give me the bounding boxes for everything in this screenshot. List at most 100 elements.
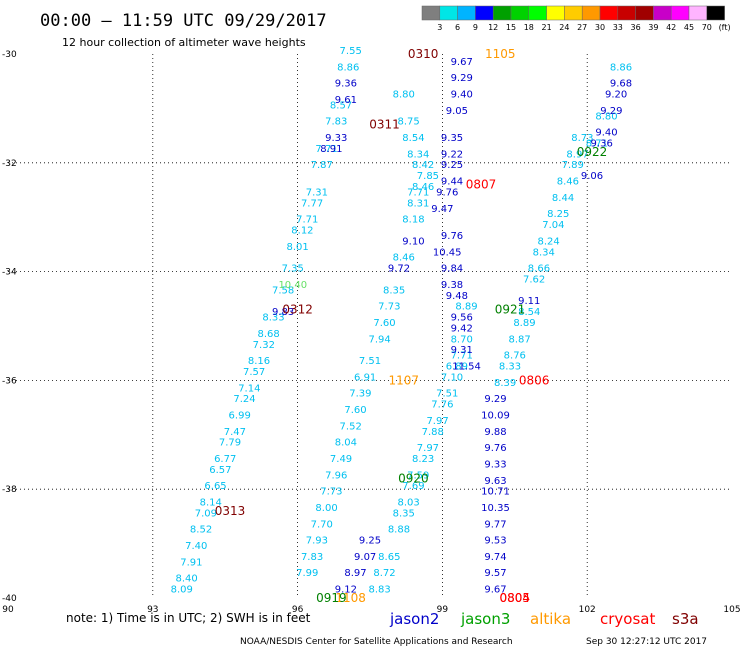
- swh-value-label: 8.57: [330, 100, 352, 111]
- swh-value-label: 9.84: [441, 264, 463, 275]
- swh-value-label: 8.73: [571, 133, 593, 144]
- swh-value-label: 10.09: [481, 410, 510, 421]
- legend-tick-label: (ft): [719, 23, 731, 32]
- swh-value-label: 9.63: [484, 476, 506, 487]
- pass-time-label: 0805: [500, 591, 531, 605]
- legend-tick-label: 45: [684, 23, 694, 32]
- swh-value-label: 7.88: [422, 427, 444, 438]
- swh-value-label: 8.89: [513, 318, 535, 329]
- pass-time-label: 0920: [398, 471, 429, 485]
- legend-swatch: [688, 5, 708, 21]
- legend-tick-label: 9: [473, 23, 478, 32]
- swh-value-label: 8.16: [248, 356, 270, 367]
- swh-value-label: 7.52: [340, 421, 362, 432]
- swh-value-label: 9.25: [359, 536, 381, 547]
- swh-value-label: 7.79: [219, 438, 241, 449]
- satellite-name-cryosat: cryosat: [600, 610, 655, 628]
- legend-swatch: [599, 5, 619, 21]
- plot-grid: [8, 54, 732, 598]
- swh-value-label: 9.61: [335, 95, 357, 106]
- swh-value-label: 7.99: [296, 568, 318, 579]
- legend-tick-label: 30: [595, 23, 605, 32]
- swh-value-label: 7.32: [253, 340, 275, 351]
- color-scale-legend: 3 6 9 12 15 18 21 24 27 30 33 36 39 42 45 70 (ft): [421, 5, 731, 32]
- swh-value-label: 9.67: [484, 585, 506, 596]
- legend-tick-label: 39: [648, 23, 658, 32]
- swh-value-label: 7.59: [407, 470, 429, 481]
- swh-value-label: 8.52: [190, 525, 212, 536]
- swh-value-label: 7.94: [369, 334, 391, 345]
- swh-value-label: 7.73: [320, 487, 342, 498]
- swh-value-label: 8.23: [412, 454, 434, 465]
- pass-time-label: 0807: [466, 178, 497, 192]
- swh-value-label: 8.34: [533, 247, 555, 258]
- swh-value-label: 8.97: [344, 568, 366, 579]
- swh-value-label: 9.72: [388, 264, 410, 275]
- swh-value-label: 9.83: [272, 307, 294, 318]
- swh-value-label: 8.46: [557, 177, 579, 188]
- swh-value-label: 9.31: [451, 345, 473, 356]
- swh-value-label: 7.83: [301, 552, 323, 563]
- legend-swatch: [546, 5, 565, 21]
- swh-value-label: 9.29: [451, 73, 473, 84]
- satellite-name-s3a: s3a: [672, 610, 699, 628]
- legend-swatch: [510, 5, 530, 21]
- swh-value-label: 9.44: [441, 177, 463, 188]
- x-tick-label: 96: [292, 605, 304, 615]
- legend-swatch: [581, 5, 601, 21]
- swh-value-label: 8.24: [537, 236, 559, 247]
- y-tick-label: -36: [2, 376, 17, 386]
- swh-value-label: 9.53: [484, 536, 506, 547]
- swh-value-label: 9.56: [451, 313, 473, 324]
- swh-value-label: 10.35: [481, 503, 510, 514]
- swh-value-label: 8.66: [528, 264, 550, 275]
- pass-time-label: 0922: [577, 145, 608, 159]
- swh-value-label: 10.71: [481, 487, 510, 498]
- swh-value-label: 8.89: [455, 302, 477, 313]
- swh-value-label: 7.40: [185, 541, 207, 552]
- swh-value-label: 8.44: [552, 193, 574, 204]
- swh-value-label: 6.99: [229, 410, 251, 421]
- swh-value-label: 7.49: [330, 454, 352, 465]
- legend-swatch: [421, 5, 441, 21]
- legend-swatch: [635, 5, 654, 21]
- satellite-legend: jason2 jason3 altika cryosat s3a: [389, 610, 699, 628]
- swh-value-label: 9.10: [402, 236, 424, 247]
- swh-value-label: 7.14: [238, 383, 260, 394]
- footer-note: note: 1) Time is in UTC; 2) SWH is in fe…: [66, 611, 311, 625]
- swh-value-label: 6.77: [214, 454, 236, 465]
- swh-value-label: 8.33: [499, 362, 521, 373]
- plot-axes: 90 93 96 99 102 105 -30 -32 -34 -36 -38 -40: [2, 50, 740, 615]
- y-tick-label: -30: [2, 50, 17, 60]
- swh-value-label: 7.87: [311, 160, 333, 171]
- legend-tick-label: 15: [506, 23, 516, 32]
- legend-tick-label: 24: [559, 23, 569, 32]
- swh-value-label: 9.38: [441, 280, 463, 291]
- swh-value-label: 8.01: [286, 242, 308, 253]
- swh-value-label: 9.88: [484, 427, 506, 438]
- swh-value-label: 6.91: [354, 372, 376, 383]
- pass-time-label: 0921: [495, 303, 526, 317]
- swh-value-label: 8.46: [412, 182, 434, 193]
- swh-value-label: 7.31: [306, 187, 328, 198]
- swh-value-label: 8.83: [369, 585, 391, 596]
- satellite-name-jason3: jason3: [460, 610, 510, 628]
- x-tick-label: 105: [723, 605, 740, 615]
- swh-value-label: 7.97: [426, 416, 448, 427]
- swh-value-label: 7.77: [301, 198, 323, 209]
- legend-tick-label: 70: [702, 23, 712, 32]
- swh-value-label: 7.04: [542, 220, 564, 231]
- swh-value-label: 8.68: [258, 329, 280, 340]
- satellite-name-jason2: jason2: [389, 610, 439, 628]
- swh-value-label: 7.85: [417, 171, 439, 182]
- swh-value-label: 9.07: [354, 552, 376, 563]
- swh-value-label: 8.18: [402, 215, 424, 226]
- swh-value-label: 8.88: [388, 525, 410, 536]
- plot-points: 7.558.868.577.837.717.877.317.777.718.12…: [171, 46, 632, 596]
- swh-value-label: 8.75: [397, 117, 419, 128]
- swh-value-label: 9.33: [484, 459, 506, 470]
- swh-value-label: 7.76: [431, 400, 453, 411]
- swh-value-label: 7.69: [402, 481, 424, 492]
- swh-value-label: 9.20: [605, 90, 627, 101]
- pass-time-label: 0311: [369, 118, 400, 132]
